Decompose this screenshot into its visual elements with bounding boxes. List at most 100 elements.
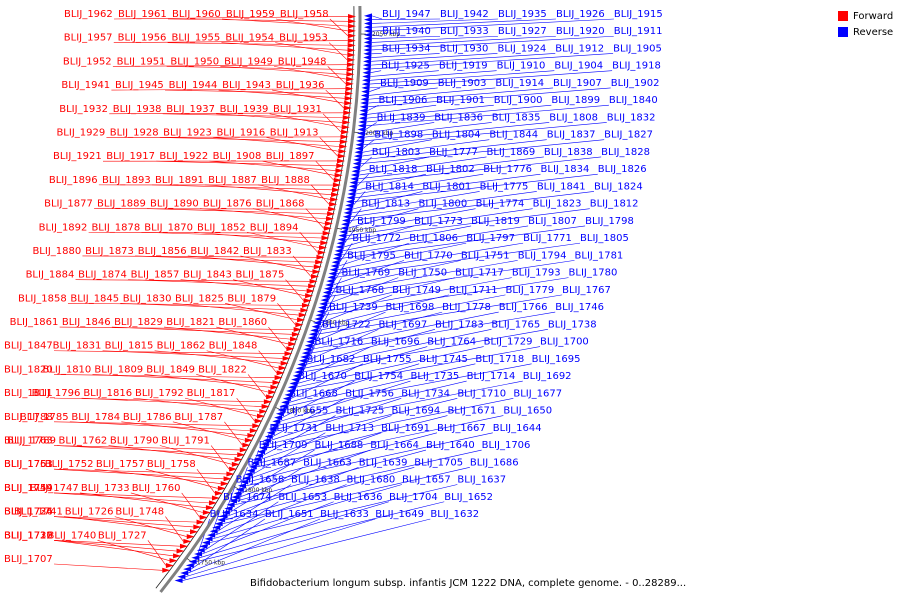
leader-line	[258, 184, 331, 200]
reverse-gene	[362, 66, 371, 72]
forward-gene	[328, 206, 337, 212]
leader-line	[151, 184, 332, 191]
gene-label: BLIJ_1644	[493, 423, 542, 434]
forward-gene	[186, 534, 195, 540]
forward-gene	[330, 196, 339, 202]
gene-label: BLIJ_1637	[457, 475, 506, 486]
gene-label: BLIJ_1810	[43, 364, 92, 375]
gene-label: BLIJ_1849	[146, 364, 195, 375]
reverse-gene	[272, 418, 281, 424]
forward-gene	[288, 341, 297, 347]
gene-label: BLIJ_1823	[533, 199, 582, 210]
gene-label: BLIJ_1793	[512, 268, 561, 279]
gene-label: BLIJ_1734	[401, 388, 450, 399]
gene-label: BLIJ_1785	[20, 412, 69, 423]
reverse-gene	[221, 509, 230, 515]
gene-label: BLIJ_1757	[96, 459, 145, 470]
gene-label: BLIJ_1947	[382, 9, 431, 20]
leader-line	[367, 104, 437, 115]
gene-label: BLIJ_1956	[118, 33, 167, 44]
forward-gene	[343, 110, 352, 116]
gene-label: BLIJ_1790	[110, 436, 159, 447]
forward-gene	[347, 33, 356, 39]
gene-label: BLIJ_1904	[554, 61, 603, 72]
leader-line	[371, 18, 556, 28]
leader-line	[97, 540, 170, 561]
gene-label: BLIJ_1747	[30, 483, 79, 494]
forward-gene	[169, 558, 178, 564]
reverse-gene	[306, 339, 315, 345]
gene-label: BLIJ_1835	[492, 112, 541, 123]
scale-tick-label: 1900 kbp	[321, 320, 349, 327]
leader-line	[53, 374, 275, 378]
reverse-gene	[199, 543, 208, 549]
gene-label: BLIJ_1922	[159, 151, 208, 162]
forward-gene	[305, 293, 314, 299]
reverse-gene	[356, 134, 365, 140]
gene-label: BLIJ_1650	[503, 406, 552, 417]
reverse-gene	[250, 460, 259, 466]
gene-label: BLIJ_1671	[447, 406, 496, 417]
gene-label: BLIJ_1869	[487, 147, 536, 158]
gene-label: BLIJ_1943	[222, 80, 271, 91]
leader-line	[340, 225, 586, 259]
forward-gene	[303, 298, 312, 304]
forward-gene	[347, 47, 356, 53]
scale-tick-label: 1800 kbp	[244, 487, 272, 494]
gene-label: BLIJ_1852	[197, 222, 246, 233]
leader-line	[371, 18, 499, 24]
leader-line	[172, 303, 299, 316]
leader-line	[268, 326, 287, 349]
gene-label: BLIJ_1846	[62, 317, 111, 328]
reverse-gene	[297, 362, 306, 368]
gene-label: BLIJ_1827	[604, 130, 653, 141]
gene-label: BLIJ_1924	[497, 43, 546, 54]
leader-line	[167, 42, 348, 46]
leader-line	[349, 191, 595, 221]
leader-line	[94, 208, 329, 210]
reverse-gene	[354, 149, 363, 155]
gene-label: BLIJ_1913	[270, 127, 319, 138]
leader-line	[108, 445, 235, 460]
reverse-gene	[363, 58, 372, 64]
leader-line	[241, 449, 315, 494]
reverse-gene	[270, 422, 279, 428]
gene-label: BLIJ_1674	[223, 492, 272, 503]
reverse-gene	[183, 566, 192, 572]
leader-line	[370, 70, 439, 77]
gene-label: BLIJ_1959	[226, 9, 275, 20]
leader-line	[213, 137, 340, 147]
leader-line	[341, 225, 529, 255]
reverse-gene	[363, 17, 372, 23]
forward-gene	[291, 331, 300, 337]
reverse-gene	[268, 426, 277, 432]
gene-label: BLIJ_1870	[144, 222, 193, 233]
gene-label: BLIJ_1879	[227, 293, 276, 304]
forward-gene	[346, 66, 355, 72]
leader-line	[306, 329, 379, 362]
forward-gene	[220, 481, 229, 487]
leader-line	[224, 421, 243, 446]
gene-label: BLIJ_1786	[123, 412, 172, 423]
gene-label: BLIJ_1784	[71, 412, 120, 423]
gene-label: BLIJ_1950	[170, 56, 219, 67]
reverse-gene	[363, 32, 372, 38]
gene-label: BLIJ_1942	[440, 9, 489, 20]
gene-label: BLIJ_1636	[334, 492, 383, 503]
reverse-gene	[291, 377, 300, 383]
forward-gene	[332, 182, 341, 188]
forward-gene	[293, 327, 302, 333]
gene-label: BLIJ_1876	[203, 199, 252, 210]
forward-gene	[223, 476, 232, 482]
gene-label: BLIJ_1686	[470, 457, 519, 468]
gene-label: BLIJ_1667	[437, 423, 486, 434]
reverse-gene	[361, 81, 370, 87]
forward-gene	[290, 336, 299, 342]
leader-line	[353, 173, 598, 202]
reverse-gene	[258, 445, 267, 451]
gene-label: BLIJ_1758	[147, 459, 196, 470]
gene-label: BLIJ_1773	[414, 216, 463, 227]
gene-label: BLIJ_1962	[64, 9, 113, 20]
leader-line	[227, 466, 359, 517]
